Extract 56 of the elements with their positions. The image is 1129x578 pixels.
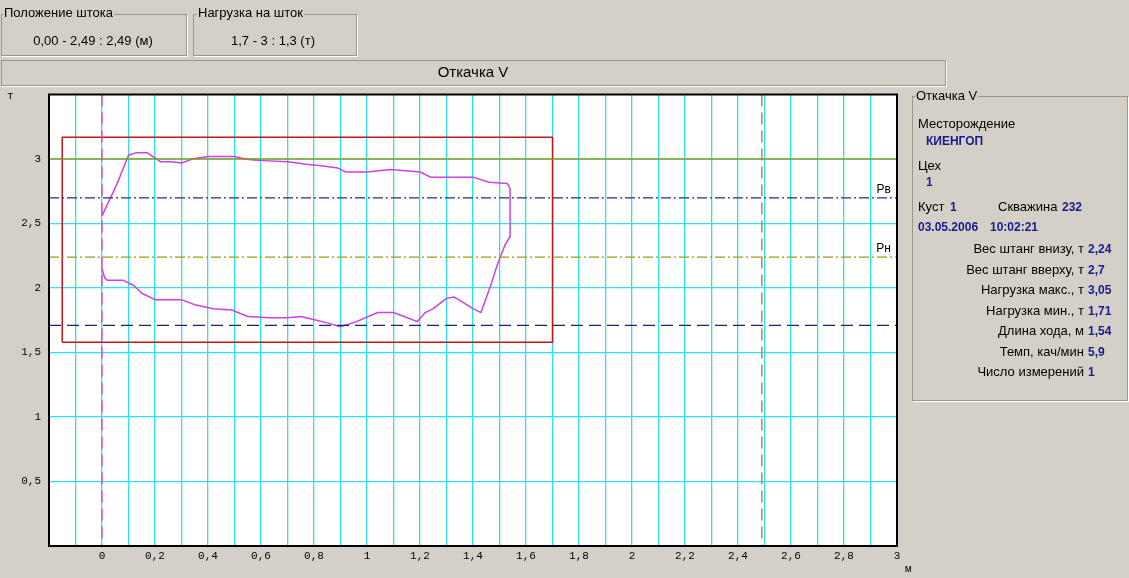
x-tick-label: 2	[628, 549, 636, 562]
text: Нагрузка на шток	[197, 5, 304, 20]
text: 232	[1062, 200, 1083, 214]
x-tick-label: 1,8	[569, 549, 589, 562]
text: Откачка V	[915, 88, 979, 103]
x-tick-label: 0,8	[304, 549, 324, 562]
text: 1,54	[1088, 324, 1112, 338]
text: 1	[926, 175, 933, 189]
x-tick-label: 1,2	[410, 549, 430, 562]
text: Темп, кач/мин	[999, 343, 1084, 359]
x-tick-label: 0	[98, 549, 106, 562]
text: Число измерений	[977, 364, 1084, 379]
text: Длина хода, м	[998, 323, 1084, 338]
text: Месторождение	[918, 116, 1016, 131]
x-tick-label: 0,4	[198, 549, 219, 562]
ref-line-label: Рн	[876, 241, 891, 256]
text: КИЕНГОП	[926, 134, 984, 148]
text: 0,00 - 2,49 : 2,49 (м)	[33, 33, 153, 48]
x-tick-label: 2,4	[728, 549, 749, 562]
x-tick-label: 1,4	[463, 549, 484, 562]
y-tick-label: 1,5	[21, 346, 41, 359]
text: 1	[1088, 365, 1095, 379]
x-axis-title: м	[905, 563, 912, 575]
y-tick-label: 1	[34, 410, 42, 423]
x-tick-label: 0,6	[251, 549, 271, 562]
text: Нагрузка мин., т	[986, 302, 1084, 318]
y-axis-title: т	[7, 90, 14, 102]
text: Вес штанг вверху, т	[966, 261, 1084, 277]
x-tick-label: 2,2	[675, 549, 695, 562]
y-tick-label: 0,5	[21, 475, 41, 488]
text: 03.05.2006	[918, 220, 979, 234]
text: 10:02:21	[990, 220, 1039, 234]
text: 2,7	[1088, 262, 1105, 277]
text: 3,05	[1088, 283, 1112, 297]
text: 1,7 - 3 : 1,3 (т)	[231, 33, 315, 48]
text: 5,9	[1088, 344, 1105, 359]
text: Вес штанг внизу, т	[973, 241, 1084, 256]
x-tick-label: 2,6	[781, 549, 801, 562]
x-tick-label: 2,8	[834, 549, 854, 562]
y-tick-label: 2,5	[21, 217, 41, 230]
text: Положение штока	[3, 5, 114, 20]
text: Цех	[918, 158, 942, 173]
ref-line-label: Рв	[876, 182, 891, 197]
chart-title: Откачка V	[437, 63, 509, 80]
y-tick-label: 3	[34, 152, 41, 165]
text: Куст	[918, 199, 945, 214]
x-tick-label: 0,2	[145, 549, 165, 562]
text: 2,24	[1088, 242, 1112, 256]
text: Нагрузка макс., т	[980, 282, 1084, 297]
x-tick-label: 1	[363, 549, 371, 562]
text: Скважина	[998, 199, 1058, 214]
text: 1,71	[1088, 303, 1112, 318]
x-tick-label: 3	[893, 549, 901, 562]
text: 1	[950, 200, 957, 214]
x-tick-label: 1,6	[516, 549, 536, 562]
y-tick-label: 2	[34, 281, 41, 294]
